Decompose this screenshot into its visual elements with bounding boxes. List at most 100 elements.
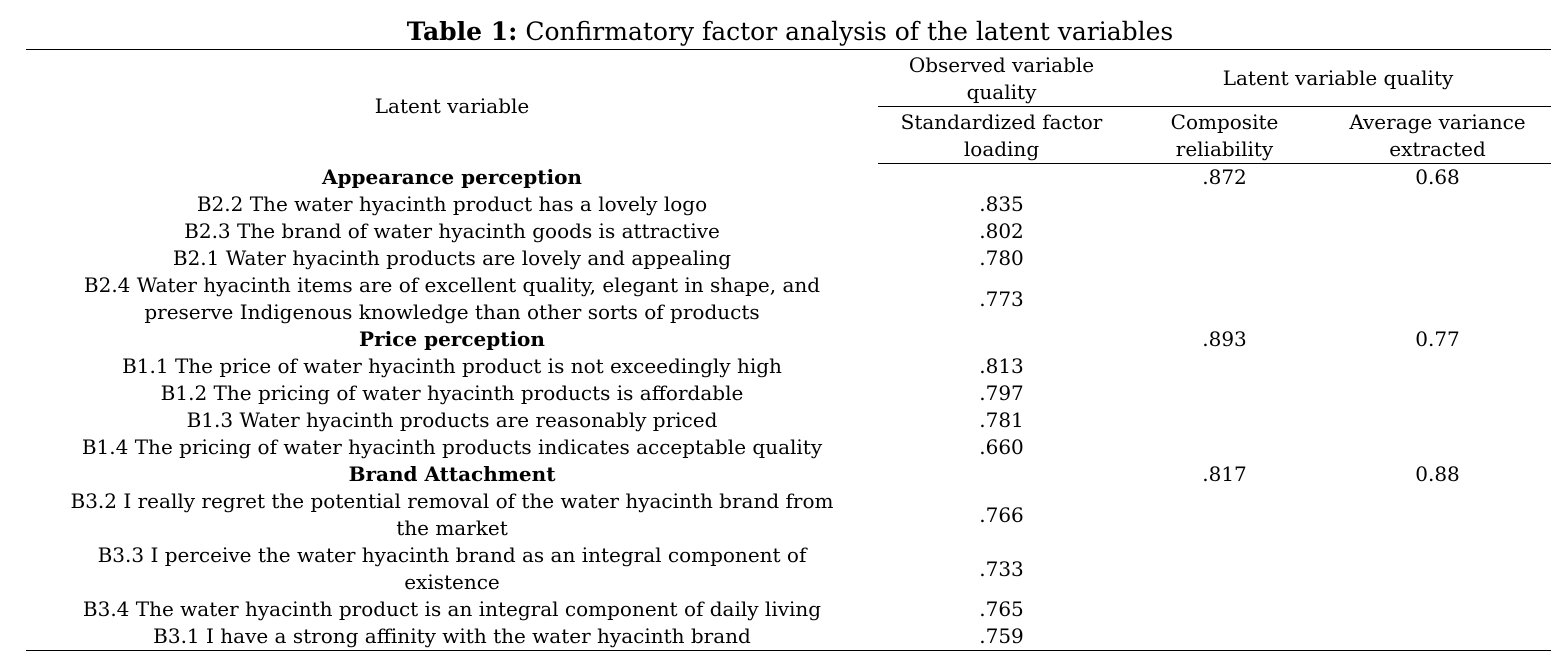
group-loading-empty [878, 461, 1125, 488]
item-row: B1.3 Water hyacinth products are reasona… [26, 407, 1551, 434]
item-text-cell: B3.4 The water hyacinth product is an in… [26, 596, 878, 623]
header-ave: Average variance extracted [1324, 107, 1551, 164]
item-row: B2.1 Water hyacinth products are lovely … [26, 245, 1551, 272]
item-text: B2.3 The brand of water hyacinth goods i… [52, 218, 852, 245]
item-ave-empty [1324, 542, 1551, 596]
item-text: B3.3 I perceive the water hyacinth brand… [52, 542, 852, 596]
item-ave-empty [1324, 623, 1551, 651]
item-cr-empty [1125, 407, 1324, 434]
item-row: B3.2 I really regret the potential remov… [26, 488, 1551, 542]
item-text-cell: B2.1 Water hyacinth products are lovely … [26, 245, 878, 272]
header-row-1: Latent variable Observed variable qualit… [26, 50, 1551, 107]
item-loading: .797 [878, 380, 1125, 407]
item-cr-empty [1125, 191, 1324, 218]
item-row: B3.3 I perceive the water hyacinth brand… [26, 542, 1551, 596]
header-latent-quality: Latent variable quality [1125, 50, 1551, 107]
item-text: B2.4 Water hyacinth items are of excelle… [52, 272, 852, 326]
item-loading: .766 [878, 488, 1125, 542]
item-cr-empty [1125, 488, 1324, 542]
item-row: B3.4 The water hyacinth product is an in… [26, 596, 1551, 623]
item-ave-empty [1324, 272, 1551, 326]
item-cr-empty [1125, 542, 1324, 596]
item-loading: .765 [878, 596, 1125, 623]
item-text-cell: B2.4 Water hyacinth items are of excelle… [26, 272, 878, 326]
item-cr-empty [1125, 380, 1324, 407]
composite-reliability-value: .872 [1125, 164, 1324, 192]
item-text: B1.3 Water hyacinth products are reasona… [52, 407, 852, 434]
item-ave-empty [1324, 380, 1551, 407]
item-loading: .759 [878, 623, 1125, 651]
item-cr-empty [1125, 218, 1324, 245]
item-row: B3.1 I have a strong affinity with the w… [26, 623, 1551, 651]
item-ave-empty [1324, 488, 1551, 542]
item-text-cell: B1.2 The pricing of water hyacinth produ… [26, 380, 878, 407]
header-latent-variable: Latent variable [26, 50, 878, 164]
group-name: Brand Attachment [26, 461, 878, 488]
item-text: B1.4 The pricing of water hyacinth produ… [52, 434, 852, 461]
ave-value: 0.77 [1324, 326, 1551, 353]
item-loading: .781 [878, 407, 1125, 434]
item-text-cell: B3.1 I have a strong affinity with the w… [26, 623, 878, 651]
composite-reliability-value: .817 [1125, 461, 1324, 488]
item-row: B1.1 The price of water hyacinth product… [26, 353, 1551, 380]
item-loading: .835 [878, 191, 1125, 218]
item-loading: .802 [878, 218, 1125, 245]
header-observed-quality: Observed variable quality [878, 50, 1125, 107]
table-caption-text: Confirmatory factor analysis of the late… [525, 17, 1173, 46]
item-text: B3.4 The water hyacinth product is an in… [52, 596, 852, 623]
group-loading-empty [878, 326, 1125, 353]
item-row: B2.3 The brand of water hyacinth goods i… [26, 218, 1551, 245]
item-cr-empty [1125, 623, 1324, 651]
item-loading: .660 [878, 434, 1125, 461]
item-row: B1.2 The pricing of water hyacinth produ… [26, 380, 1551, 407]
item-text: B3.2 I really regret the potential remov… [52, 488, 852, 542]
item-ave-empty [1324, 191, 1551, 218]
group-name: Price perception [26, 326, 878, 353]
header-std-loading: Standardized factor loading [878, 107, 1125, 164]
item-loading: .813 [878, 353, 1125, 380]
item-text: B2.2 The water hyacinth product has a lo… [52, 191, 852, 218]
group-row: Brand Attachment .817 0.88 [26, 461, 1551, 488]
item-ave-empty [1324, 245, 1551, 272]
item-cr-empty [1125, 245, 1324, 272]
item-text-cell: B3.2 I really regret the potential remov… [26, 488, 878, 542]
item-text: B1.1 The price of water hyacinth product… [52, 353, 852, 380]
group-row: Price perception .893 0.77 [26, 326, 1551, 353]
ave-value: 0.68 [1324, 164, 1551, 192]
item-row: B1.4 The pricing of water hyacinth produ… [26, 434, 1551, 461]
header-observed-quality-label: Observed variable quality [907, 50, 1097, 106]
group-loading-empty [878, 164, 1125, 192]
item-cr-empty [1125, 272, 1324, 326]
cfa-table: Latent variable Observed variable qualit… [26, 49, 1551, 651]
item-row: B2.4 Water hyacinth items are of excelle… [26, 272, 1551, 326]
item-ave-empty [1324, 596, 1551, 623]
item-text-cell: B3.3 I perceive the water hyacinth brand… [26, 542, 878, 596]
item-text-cell: B1.1 The price of water hyacinth product… [26, 353, 878, 380]
table-body: Appearance perception .872 0.68 B2.2 The wa… [26, 164, 1551, 651]
item-ave-empty [1324, 353, 1551, 380]
composite-reliability-value: .893 [1125, 326, 1324, 353]
item-cr-empty [1125, 353, 1324, 380]
item-text-cell: B1.3 Water hyacinth products are reasona… [26, 407, 878, 434]
ave-value: 0.88 [1324, 461, 1551, 488]
item-loading: .773 [878, 272, 1125, 326]
item-text-cell: B1.4 The pricing of water hyacinth produ… [26, 434, 878, 461]
item-text: B1.2 The pricing of water hyacinth produ… [52, 380, 852, 407]
header-ave-label: Average variance extracted [1348, 107, 1528, 163]
group-name: Appearance perception [26, 164, 878, 192]
item-ave-empty [1324, 218, 1551, 245]
header-std-loading-label: Standardized factor loading [897, 107, 1107, 163]
header-composite-reliability-label: Composite reliability [1165, 107, 1285, 163]
item-row: B2.2 The water hyacinth product has a lo… [26, 191, 1551, 218]
item-ave-empty [1324, 434, 1551, 461]
item-text: B2.1 Water hyacinth products are lovely … [52, 245, 852, 272]
item-text-cell: B2.3 The brand of water hyacinth goods i… [26, 218, 878, 245]
item-loading: .780 [878, 245, 1125, 272]
item-ave-empty [1324, 407, 1551, 434]
item-loading: .733 [878, 542, 1125, 596]
table-caption-label: Table 1: [407, 17, 518, 46]
header-composite-reliability: Composite reliability [1125, 107, 1324, 164]
group-row: Appearance perception .872 0.68 [26, 164, 1551, 192]
item-cr-empty [1125, 596, 1324, 623]
item-text-cell: B2.2 The water hyacinth product has a lo… [26, 191, 878, 218]
